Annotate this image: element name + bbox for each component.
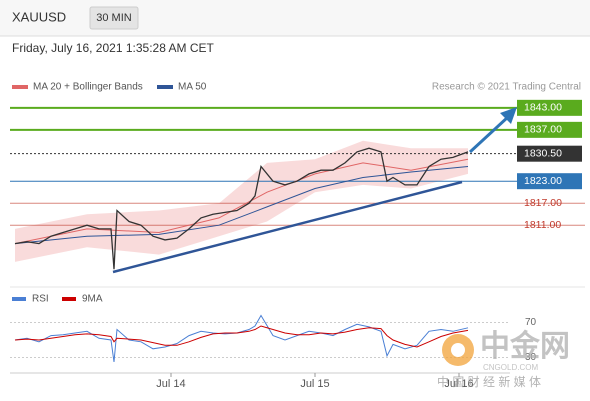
timeframe-label[interactable]: 30 MIN	[96, 12, 132, 24]
legend-label: MA 20 + Bollinger Bands	[33, 82, 143, 93]
legend-swatch	[62, 297, 76, 301]
toolbar	[0, 0, 590, 36]
rsi-line	[14, 325, 469, 348]
watermark: 中金网 CNGOLD.COM 中 国 财 经 新 媒 体	[437, 329, 570, 389]
level-box	[517, 145, 582, 162]
legend-swatch	[157, 85, 173, 89]
y-tick-label: 70	[525, 317, 537, 328]
datetime: Friday, July 16, 2021 1:35:28 AM CET	[12, 41, 215, 55]
level-box	[517, 99, 582, 116]
credit: Research © 2021 Trading Central	[432, 82, 581, 93]
x-tick-label: Jul 15	[300, 378, 329, 390]
legend-swatch	[12, 85, 28, 89]
legend-label: 9MA	[82, 294, 103, 305]
level-label: 1817.00	[524, 197, 562, 209]
legend-label: RSI	[32, 294, 49, 305]
level-label: 1830.50	[524, 147, 562, 159]
trend-line	[112, 180, 463, 274]
level-label: 1823.00	[524, 175, 562, 187]
y-tick-label: 30	[525, 352, 537, 363]
legend-label: MA 50	[178, 82, 207, 93]
rsi-line	[14, 314, 469, 362]
watermark-logo-inner	[451, 343, 465, 357]
bollinger-band	[15, 140, 468, 262]
level-box	[517, 173, 582, 190]
symbol: XAUUSD	[12, 9, 66, 24]
price-line	[14, 147, 469, 270]
legend-swatch	[12, 297, 26, 301]
level-label: 1811.00	[524, 219, 561, 231]
level-box	[517, 121, 582, 138]
level-label: 1843.00	[524, 102, 562, 114]
watermark-brand: 中金网	[480, 329, 570, 363]
trend-arrow	[468, 115, 510, 154]
trend-arrowhead	[500, 107, 517, 124]
watermark-site: CNGOLD.COM	[483, 363, 538, 372]
x-tick-label: Jul 16	[444, 378, 473, 390]
x-tick-label: Jul 14	[156, 378, 185, 390]
timeframe-button[interactable]	[89, 6, 139, 30]
level-label: 1837.00	[524, 124, 562, 136]
watermark-slogan: 中 国 财 经 新 媒 体	[437, 374, 541, 389]
